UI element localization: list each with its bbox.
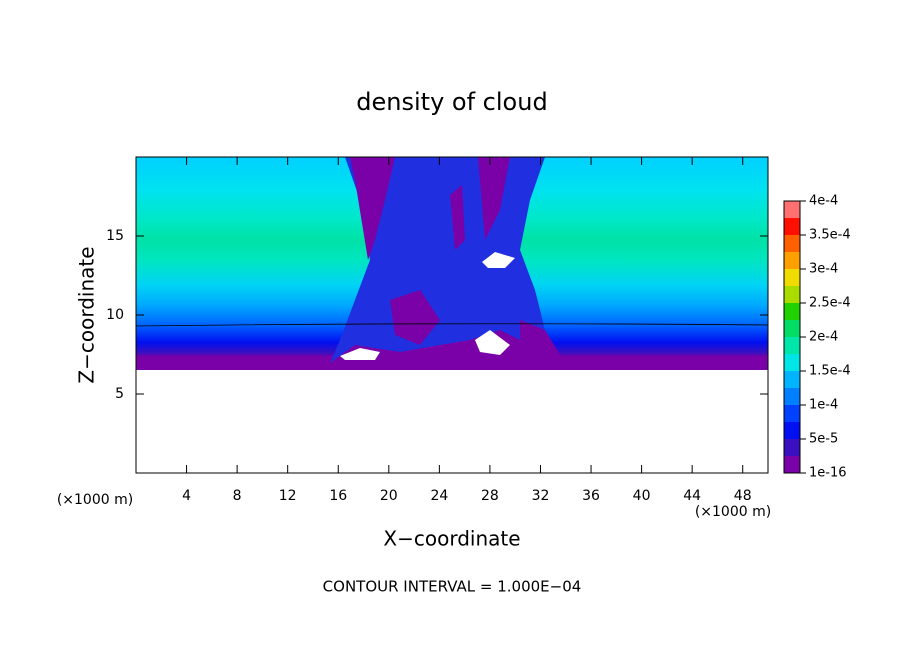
convective-column bbox=[330, 157, 565, 370]
x-tick-label: 40 bbox=[633, 488, 651, 504]
colorbar-band bbox=[784, 235, 800, 252]
x-tick-label: 24 bbox=[430, 488, 448, 504]
colorbar-band bbox=[784, 405, 800, 422]
x-tick-label: 32 bbox=[532, 488, 550, 504]
x-axis-label: X−coordinate bbox=[383, 527, 520, 551]
colorbar-band bbox=[784, 456, 800, 473]
colorbar-tick-label: 2.5e-4 bbox=[809, 296, 851, 311]
colorbar-band bbox=[784, 303, 800, 320]
colorbar-band bbox=[784, 252, 800, 269]
clear-gap bbox=[475, 330, 510, 355]
colorbar-tick-label: 1e-16 bbox=[809, 466, 847, 481]
y-axis-label: Z−coordinate bbox=[75, 246, 99, 383]
purple-region bbox=[450, 185, 465, 250]
colorbar-band bbox=[784, 269, 800, 286]
colorbar-band bbox=[784, 388, 800, 405]
colorbar-tick-label: 4e-4 bbox=[809, 194, 838, 209]
y-tick-label: 5 bbox=[115, 386, 124, 402]
y-tick-label: 15 bbox=[106, 228, 124, 244]
colorbar-band bbox=[784, 422, 800, 439]
purple-region bbox=[350, 157, 395, 260]
x-tick-label: 8 bbox=[233, 488, 242, 504]
x-unit-label: (×1000 m) bbox=[695, 504, 771, 520]
colorbar-tick-label: 3.5e-4 bbox=[809, 228, 851, 243]
colorbar-band bbox=[784, 354, 800, 371]
colorbar-tick-label: 1.5e-4 bbox=[809, 364, 851, 379]
clear-gap bbox=[340, 348, 380, 360]
colorbar-band bbox=[784, 320, 800, 337]
colorbar-tick-label: 3e-4 bbox=[809, 262, 838, 277]
y-unit-label: (×1000 m) bbox=[57, 492, 133, 508]
colorbar-tick-label: 2e-4 bbox=[809, 330, 838, 345]
contour-interval-note: CONTOUR INTERVAL = 1.000E−04 bbox=[323, 578, 582, 596]
purple-region bbox=[390, 290, 440, 345]
x-tick-label: 28 bbox=[481, 488, 499, 504]
y-tick-label: 10 bbox=[106, 307, 124, 323]
x-tick-label: 4 bbox=[182, 488, 191, 504]
colorbar-band bbox=[784, 371, 800, 388]
purple-region bbox=[478, 157, 510, 240]
colorbar-band bbox=[784, 439, 800, 456]
colorbar-tick-label: 1e-4 bbox=[809, 398, 838, 413]
x-tick-label: 48 bbox=[734, 488, 752, 504]
contour-line bbox=[135, 323, 769, 327]
x-tick-label: 36 bbox=[582, 488, 600, 504]
colorbar-tick-label: 5e-5 bbox=[809, 432, 838, 447]
colorbar-band bbox=[784, 286, 800, 303]
x-tick-label: 12 bbox=[279, 488, 297, 504]
cloud-base bbox=[136, 330, 768, 370]
colorbar-band bbox=[784, 337, 800, 354]
colorbar-band bbox=[784, 218, 800, 235]
clear-gap bbox=[482, 252, 515, 268]
x-tick-label: 20 bbox=[380, 488, 398, 504]
colorbar-band bbox=[784, 201, 800, 218]
x-tick-label: 44 bbox=[683, 488, 701, 504]
field bbox=[135, 157, 769, 370]
chart-title: density of cloud bbox=[356, 88, 547, 116]
x-tick-label: 16 bbox=[329, 488, 347, 504]
